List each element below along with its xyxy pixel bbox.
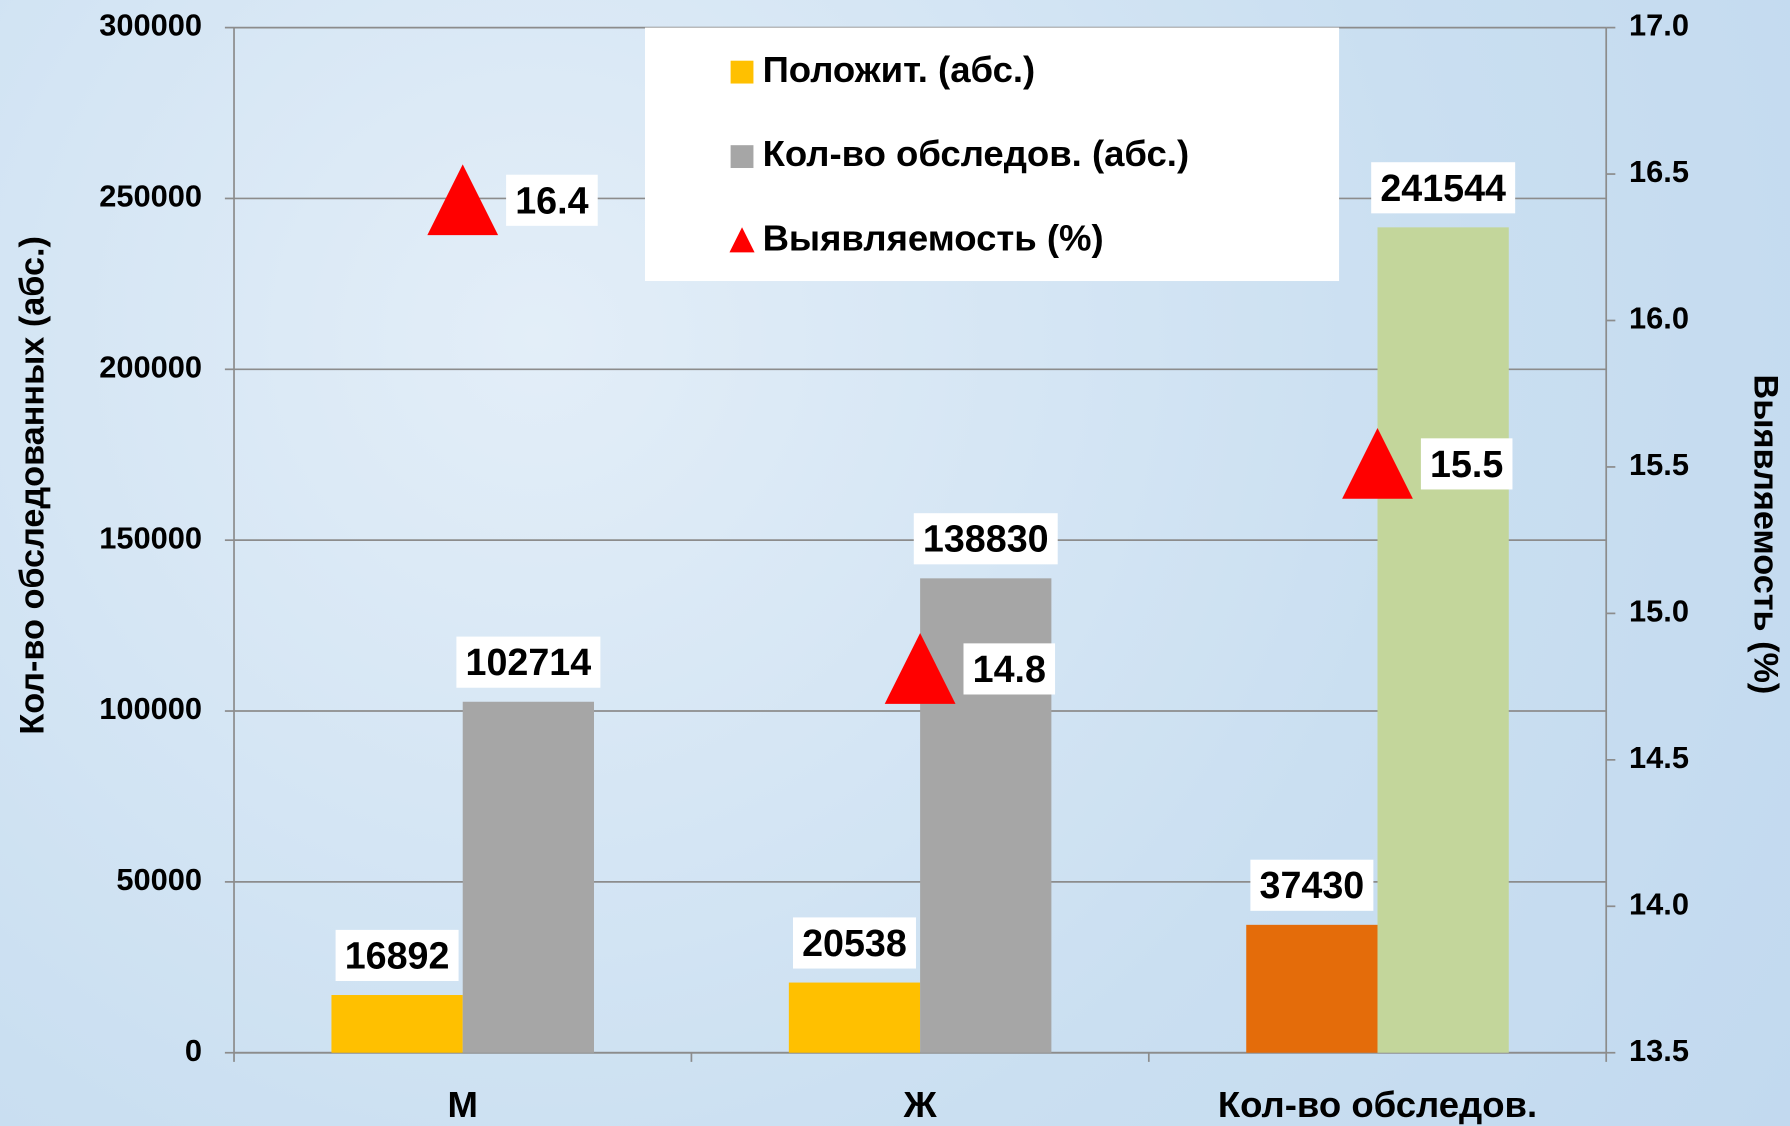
bar [462, 701, 594, 1053]
y2-axis-title: Выявляемость (%) [1747, 375, 1785, 695]
value-label: 16.4 [506, 174, 598, 226]
y2-tick-label: 14.0 [1629, 886, 1689, 921]
y2-tick-label: 16.5 [1629, 154, 1689, 189]
legend-swatch [730, 145, 754, 169]
value-label-text: 102714 [466, 641, 592, 683]
value-label-box [792, 917, 916, 969]
value-label-box [506, 174, 598, 226]
y2-tick-label: 16.0 [1629, 301, 1689, 336]
value-label: 102714 [456, 636, 601, 688]
legend-box [644, 27, 1340, 282]
value-label-text: 20538 [802, 922, 907, 964]
legend-swatch [730, 60, 754, 84]
marker [1342, 428, 1413, 499]
y-tick-label: 50000 [116, 862, 202, 897]
value-label-text: 14.8 [973, 648, 1046, 690]
y-axis-title: Кол-во обследованных (абс.) [13, 236, 51, 735]
y2-tick-label: 15.5 [1629, 447, 1689, 482]
value-label-text: 15.5 [1430, 443, 1503, 485]
y2-tick-label: 14.5 [1629, 740, 1689, 775]
value-label-box [1420, 438, 1513, 490]
y-tick-label: 100000 [99, 691, 202, 726]
value-label: 20538 [792, 917, 916, 969]
bar [1377, 227, 1509, 1053]
value-label-text: 16.4 [515, 179, 588, 221]
value-label: 138830 [913, 513, 1058, 565]
value-label: 14.8 [963, 643, 1056, 695]
y-tick-label: 0 [185, 1033, 202, 1068]
legend-swatch [729, 227, 755, 253]
legend-label: Положит. (абс.) [763, 49, 1036, 90]
y2-tick-label: 13.5 [1629, 1033, 1689, 1068]
value-label: 241544 [1371, 162, 1516, 214]
value-label: 37430 [1250, 859, 1374, 911]
x-tick-label: Кол-во обследов. [1218, 1084, 1537, 1125]
x-tick-label: Ж [903, 1084, 938, 1125]
legend: Положит. (абс.) Кол-во обследов. (абс.) Вы… [644, 27, 1340, 282]
value-label-text: 138830 [923, 518, 1049, 560]
y-tick-label: 300000 [99, 8, 202, 43]
y2-tick-label: 17.0 [1629, 8, 1689, 43]
legend-label: Выявляемость (%) [763, 218, 1104, 259]
y-tick-label: 200000 [99, 349, 202, 384]
value-label-text: 37430 [1260, 864, 1365, 906]
bar [1246, 924, 1378, 1053]
value-label-box [1250, 859, 1374, 911]
y-tick-label: 150000 [99, 520, 202, 555]
value-label-box [1371, 162, 1516, 214]
value-label: 16892 [335, 929, 459, 982]
value-label-box [456, 636, 601, 688]
value-label-box [963, 643, 1056, 695]
marker [427, 164, 499, 236]
bar [331, 995, 463, 1053]
y2-tick-label: 15.0 [1629, 594, 1689, 629]
x-tick-label: М [448, 1084, 478, 1125]
value-label: 15.5 [1420, 438, 1513, 490]
y-tick-label: 250000 [99, 179, 202, 214]
value-label-box [913, 513, 1058, 565]
value-label-text: 241544 [1380, 167, 1506, 209]
legend-label: Кол-во обследов. (абс.) [763, 133, 1190, 174]
marker [884, 633, 956, 704]
value-label-text: 16892 [345, 934, 450, 976]
value-label-box [335, 929, 459, 982]
bar [788, 982, 921, 1053]
